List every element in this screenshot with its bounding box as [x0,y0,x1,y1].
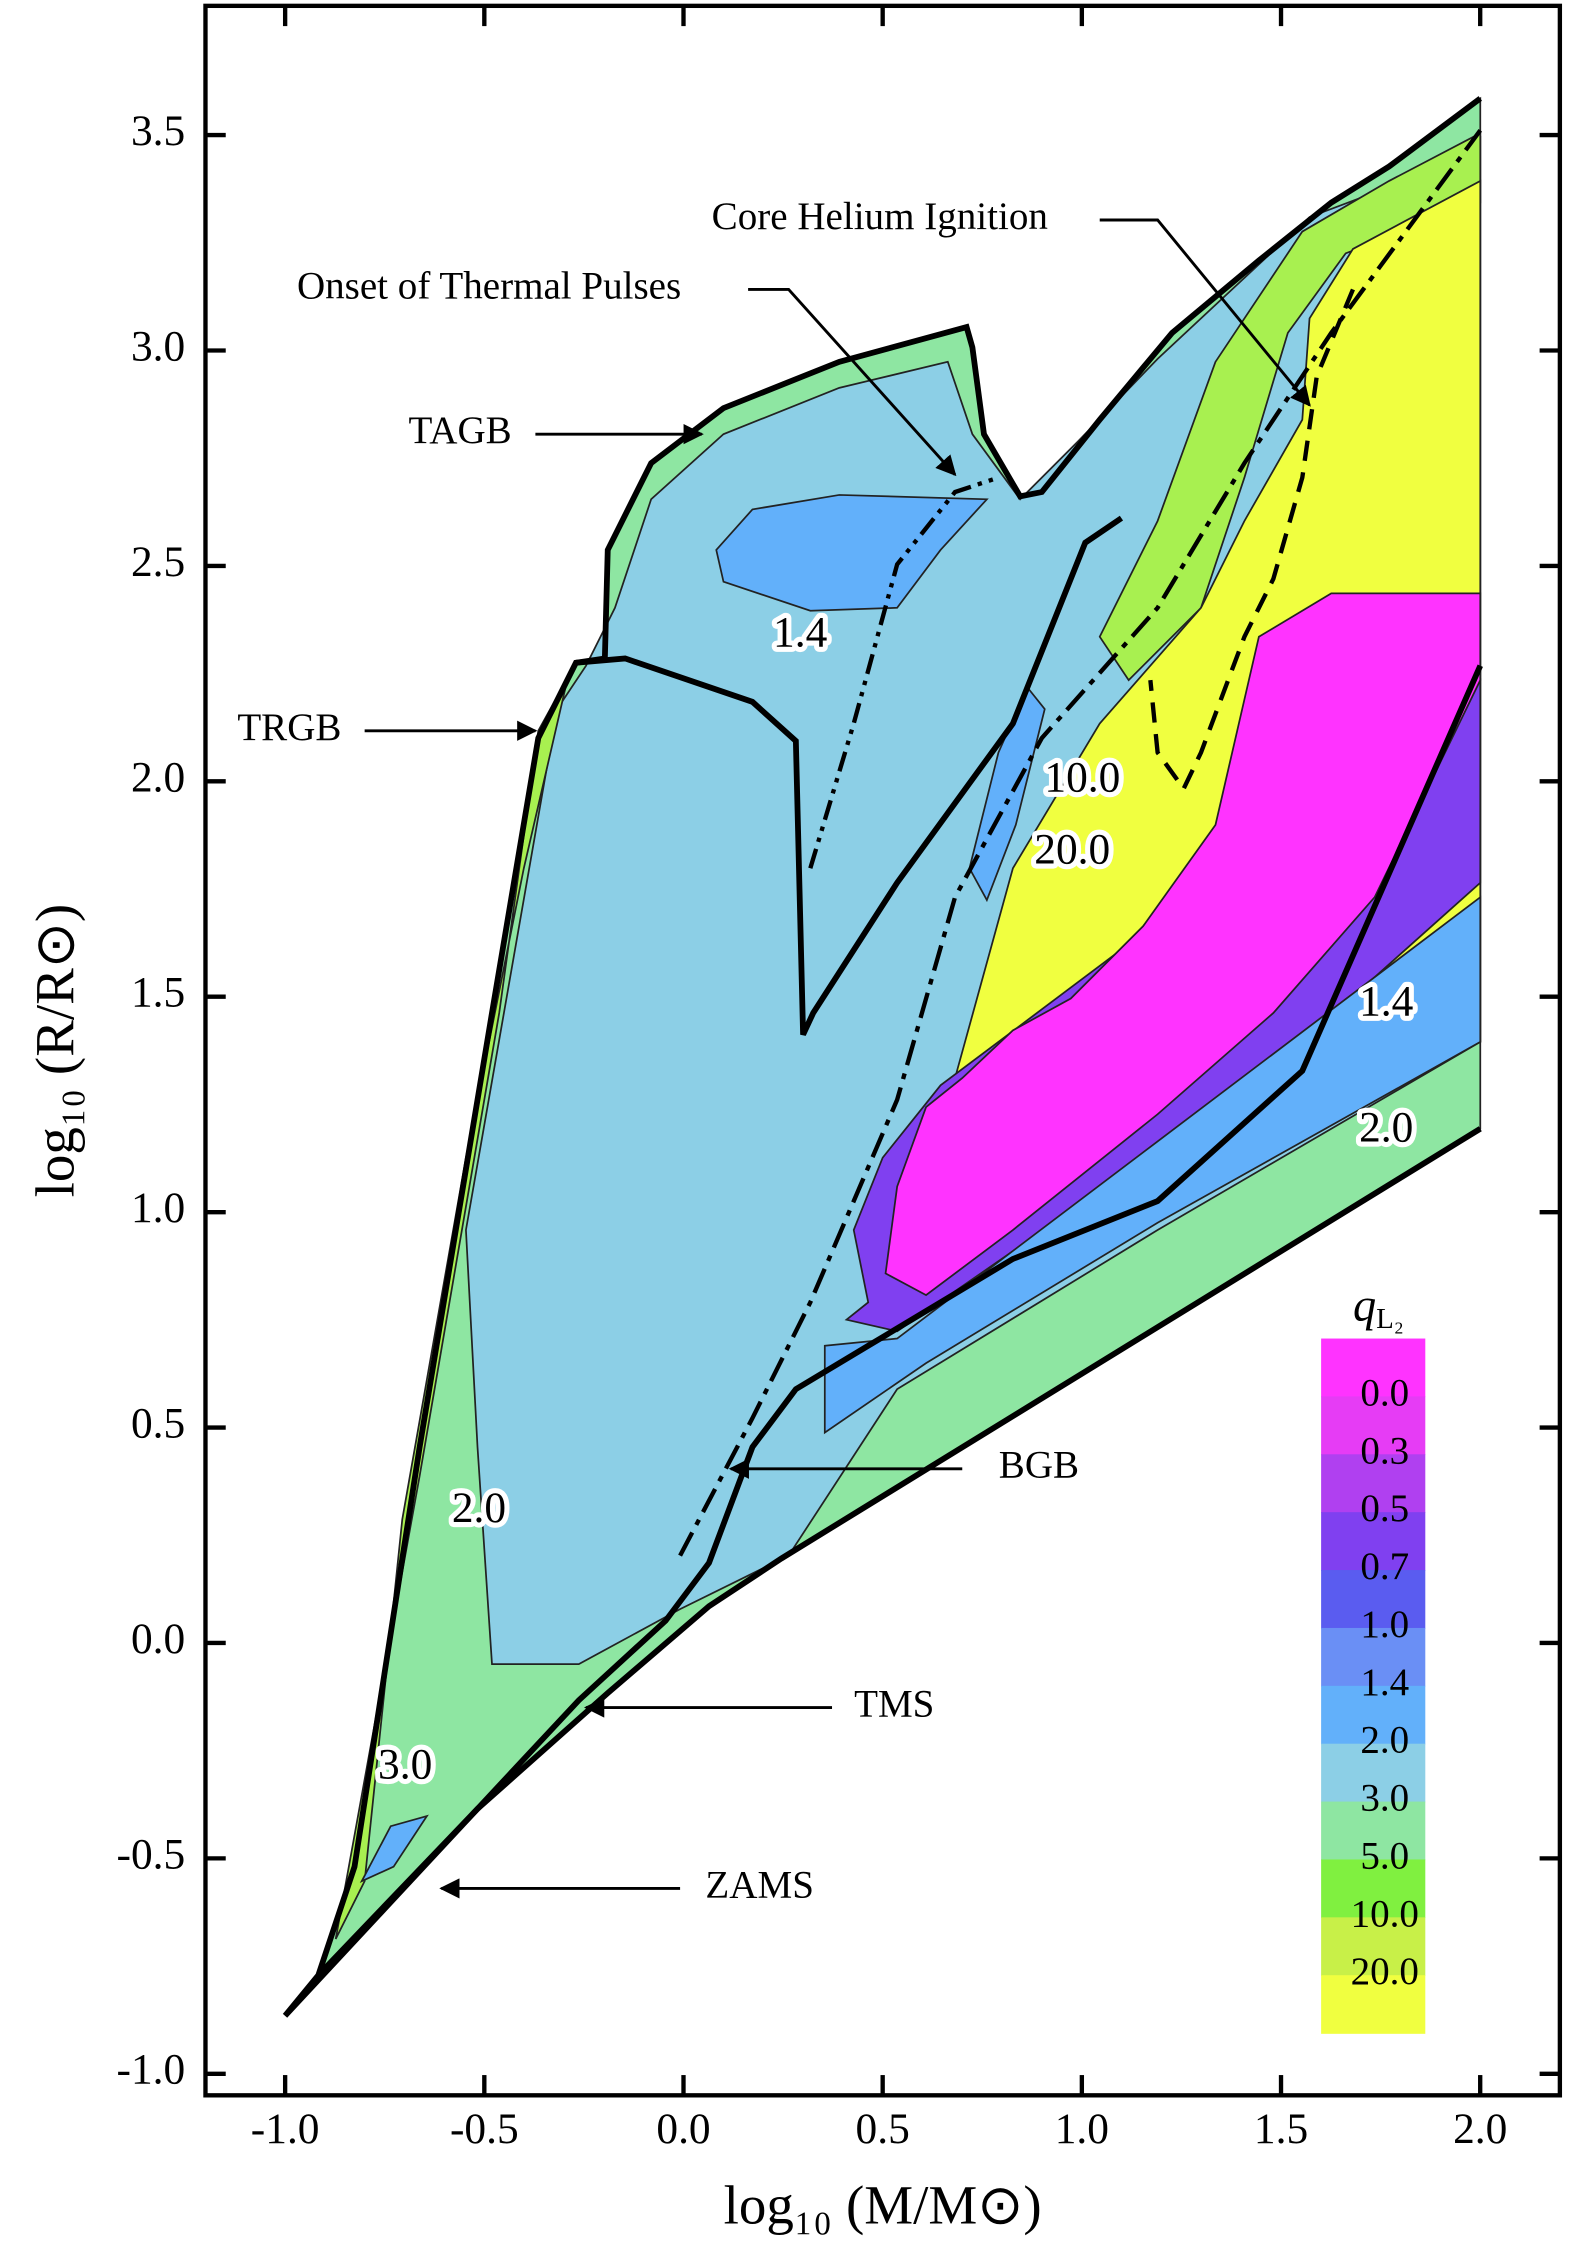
colorbar-label: 10.0 [1351,1892,1419,1935]
colorbar-label: 3.0 [1360,1777,1409,1820]
contour-label: 10.0 [1044,753,1120,801]
colorbar-swatch [1321,1859,1426,1919]
colorbar-swatch [1321,1743,1426,1803]
track-curves [282,96,1483,2018]
y-axis-label: log₁₀ (R/R⊙) [24,904,85,1198]
colorbar-label: 0.7 [1360,1545,1409,1588]
tms-curve [316,664,1483,1978]
annotation-arrow [1099,218,1311,407]
contour-label: 1.4 [773,609,828,657]
colorbar-swatch [1321,1512,1426,1571]
y-tick-label: 1.0 [131,1184,185,1232]
x-tick-label: 2.0 [1453,2105,1507,2153]
contour-label: 2.0 [452,1484,506,1532]
y-tick-label: 1.5 [131,969,185,1017]
colorbar-label: 1.4 [1360,1661,1409,1704]
region-blue-blob [715,494,989,612]
contour-regions [284,96,1482,2017]
colorbar-title-sub: L₂ [1376,1303,1404,1335]
annotation: TAGB [409,409,512,452]
annotation-arrow [748,288,957,477]
colorbar-label: 2.0 [1360,1719,1409,1762]
x-tick-label: 1.0 [1055,2105,1109,2153]
colorbar-label: 0.5 [1360,1487,1409,1530]
colorbar-title: qL₂ [1353,1280,1404,1335]
annotation: ZAMS [705,1863,814,1906]
y-tick-label: 0.0 [131,1615,185,1663]
region-blue-band [823,895,1482,1435]
annotation: Onset of Thermal Pulses [297,264,681,307]
y-tick-label: 2.5 [131,538,185,586]
contour-label: 20.0 [1034,826,1110,874]
contour-label: 3.0 [378,1740,432,1788]
colorbar-swatch [1321,1627,1426,1687]
colorbar-swatch [1321,1570,1426,1629]
colorbar-swatch [1321,1975,1426,2034]
y-tick-label: 0.5 [131,1400,185,1448]
annotation: TMS [854,1682,934,1725]
y-tick-label: 2.0 [131,753,185,801]
bgb-curve [678,129,1483,1557]
x-tick-label: -1.0 [251,2105,320,2153]
x-tick-label: 1.5 [1254,2105,1308,2153]
annotation: Core Helium Ignition [712,195,1048,238]
colorbar-label: 1.0 [1360,1603,1409,1646]
thermal-pulse-curve [808,475,1000,869]
colorbar-label: 20.0 [1351,1950,1419,1993]
colorbar-label: 0.0 [1360,1371,1409,1414]
x-tick-label: 0.5 [856,2105,910,2153]
region-blue-blob [968,685,1046,903]
colorbar-swatch [1321,1338,1426,1398]
colorbar-label: 0.3 [1360,1429,1409,1472]
colorbar-label: 5.0 [1360,1834,1409,1877]
helium-ignition-curve [1148,288,1355,793]
colorbar-swatch [1321,1454,1426,1513]
region-magenta [884,592,1482,1297]
y-tick-label: -1.0 [116,2046,185,2094]
contour-label: 2.0 [1359,1104,1413,1152]
colorbar-swatch [1321,1685,1426,1745]
colorbar-swatch [1321,1801,1426,1861]
region-blue-blob [359,1814,429,1884]
trgb-curve [575,515,1124,1036]
contour-label: 1.4 [1359,978,1414,1026]
x-tick-label: -0.5 [450,2105,519,2153]
colorbar-swatch [1321,1917,1426,1976]
y-tick-label: -0.5 [116,1830,185,1878]
annotation: TRGB [237,706,341,749]
x-tick-label: 0.0 [656,2105,710,2153]
colorbar-swatch [1321,1396,1426,1456]
x-axis-label: log₁₀ (M/M⊙) [724,2175,1042,2236]
y-tick-label: 3.0 [131,322,185,370]
annotation: BGB [999,1444,1079,1487]
y-tick-label: 3.5 [131,107,185,155]
colorbar-title-main: q [1353,1280,1376,1331]
